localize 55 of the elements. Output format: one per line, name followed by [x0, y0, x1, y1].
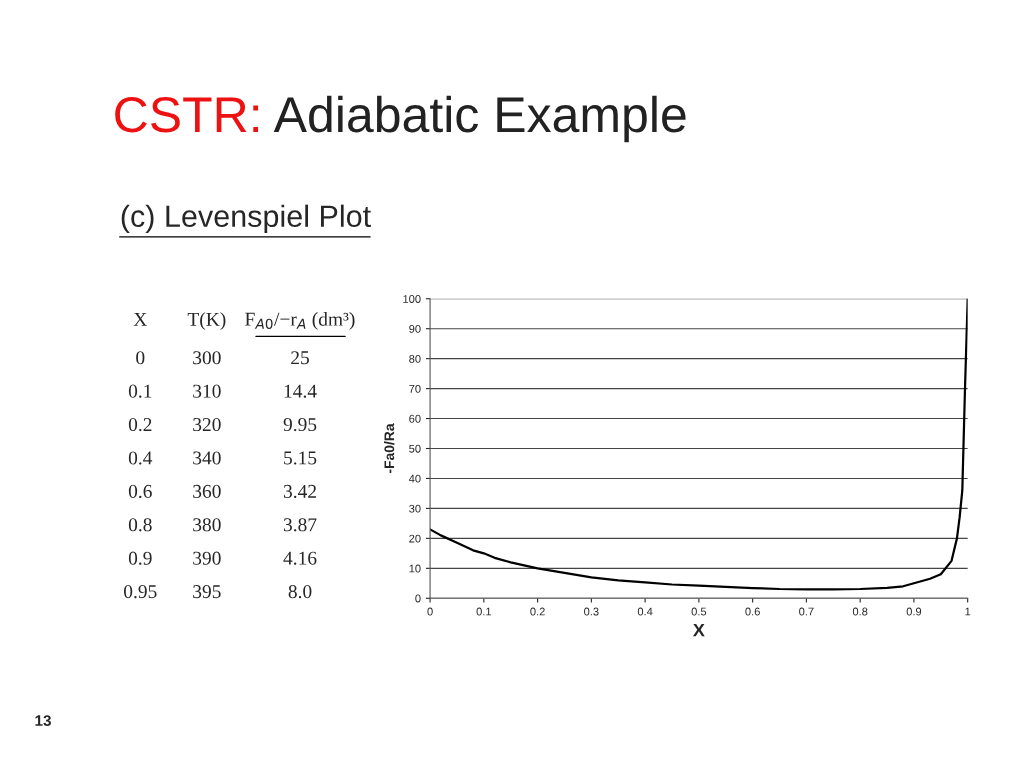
text: T(K): [187, 312, 226, 330]
text: 4.16: [283, 551, 317, 565]
y-tick-label: 20: [409, 534, 421, 543]
text: 13: [35, 715, 51, 727]
text: 3.87: [283, 518, 317, 532]
text: 300: [193, 351, 221, 365]
text: 3.42: [283, 484, 316, 499]
text: 0.9: [128, 551, 152, 565]
y-tick-label: 70: [409, 384, 421, 393]
text: F$_{A0}$/−r$_{A}$ (dm³): [245, 312, 355, 330]
y-tick-label: 100: [403, 295, 421, 303]
y-tick-label: 10: [409, 564, 421, 573]
x-tick-label: 0.7: [799, 607, 814, 616]
text: 8.0: [288, 585, 312, 599]
x-tick-label: 0.4: [637, 607, 653, 616]
x-tick-label: 0: [427, 607, 433, 616]
y-tick-label: 30: [409, 504, 421, 513]
y-tick-label: 40: [408, 474, 421, 483]
x-tick-label: 0.8: [852, 607, 868, 616]
y-tick-label: 60: [409, 414, 421, 423]
x-tick-label: 0.1: [476, 607, 492, 616]
text: 0.95: [124, 585, 157, 599]
text: 9.95: [283, 418, 317, 432]
text: 14.4: [284, 384, 317, 398]
y-tick-label: 0: [415, 594, 421, 603]
x-tick-label: 0.5: [691, 607, 707, 616]
x-tick-label: 0.9: [906, 607, 922, 616]
text: 380: [193, 518, 221, 532]
text: 360: [193, 484, 221, 498]
text: 395: [193, 585, 221, 599]
text: 0.6: [128, 484, 152, 499]
text: 0.4: [128, 451, 153, 465]
text: 25: [291, 351, 309, 365]
text: 320: [193, 417, 221, 432]
line-series: [430, 298, 968, 591]
y-tick-label: 80: [409, 354, 421, 363]
text: 5.15: [284, 451, 317, 465]
text: 0: [136, 351, 145, 365]
text: 0.2: [128, 417, 152, 432]
x-tick-label: 0.6: [745, 607, 760, 616]
chart-subtitle: (c) Levenspiel Plot: [121, 204, 371, 234]
text: 340: [193, 451, 221, 465]
x-axis-title: X: [693, 623, 705, 637]
x-tick-label: 0.3: [584, 607, 599, 616]
x-tick-label: 1: [965, 607, 971, 616]
text: 0.1: [128, 384, 152, 398]
text: 390: [193, 551, 221, 565]
chart-title: CSTR: Adiabatic Example: [115, 95, 686, 143]
text: 0.8: [128, 518, 152, 532]
text: X: [133, 312, 147, 326]
x-tick-label: 0.2: [530, 607, 545, 616]
y-tick-label: 90: [409, 324, 421, 333]
y-axis-title: -Fa0/Ra: [384, 423, 395, 474]
y-tick-label: 50: [409, 444, 421, 453]
text: 310: [193, 384, 221, 398]
